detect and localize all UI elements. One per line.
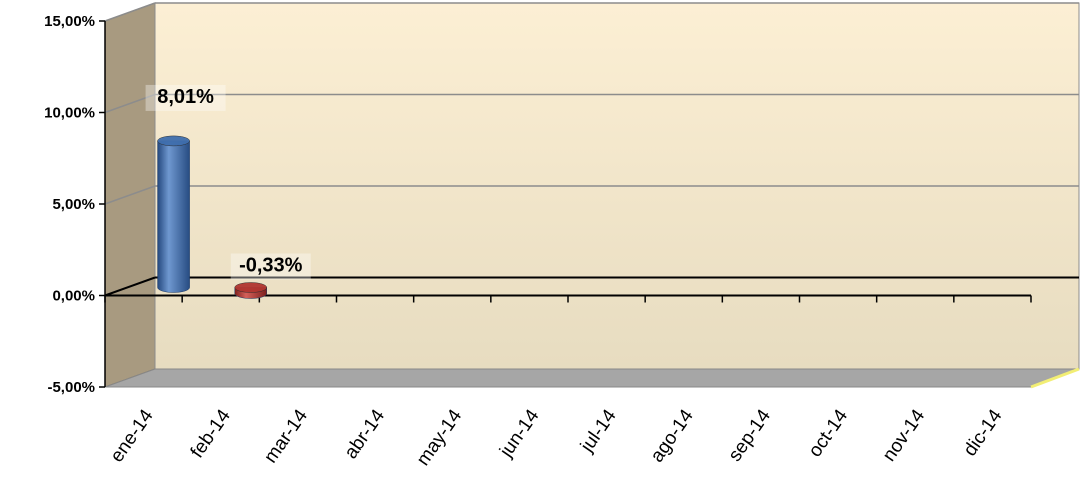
- y-tick-label: 10,00%: [44, 105, 95, 122]
- x-tick-label: nov-14: [879, 405, 930, 465]
- data-label: -0,33%: [239, 255, 303, 277]
- gridline-side: [104, 93, 156, 114]
- y-tick-label: 15,00%: [44, 13, 95, 30]
- data-labels: 8,01% -0,33%: [145, 84, 311, 280]
- chart-walls: [104, 2, 1080, 389]
- x-tick-label: dic-14: [960, 405, 1007, 460]
- y-axis-ticks: -5,00% 0,00% 5,00% 10,00% 15,00%: [44, 13, 105, 396]
- bars: [157, 135, 267, 299]
- x-tick-label: abr-14: [340, 405, 389, 462]
- bar: [234, 282, 267, 299]
- zero-line-side: [104, 276, 156, 297]
- floor-edge: [1030, 367, 1080, 389]
- gridline-side: [104, 185, 156, 205]
- bar-cap: [157, 135, 190, 147]
- y-tick-label: 0,00%: [52, 288, 95, 305]
- x-tick-label: jul-14: [576, 405, 621, 456]
- x-tick-label: ene-14: [107, 405, 158, 466]
- floor: [104, 368, 1080, 388]
- x-tick-label: jun-14: [495, 405, 543, 461]
- category-labels: ene-14 feb-14 mar-14 abr-14 may-14 jun-14 jul-…: [107, 405, 1007, 469]
- x-axis-ticks: [104, 295, 1032, 303]
- x-tick-label: mar-14: [260, 405, 312, 467]
- x-tick-label: may-14: [413, 405, 467, 469]
- x-tick-label: ago-14: [647, 405, 698, 466]
- x-tick-label: oct-14: [805, 405, 853, 461]
- data-label: 8,01%: [157, 86, 214, 108]
- y-tick-label: 5,00%: [52, 196, 95, 213]
- x-tick-label: feb-14: [187, 405, 235, 462]
- bar: [157, 135, 190, 293]
- x-tick-label: sep-14: [724, 405, 775, 465]
- bar-body: [157, 140, 190, 293]
- data-label-bg: [145, 84, 226, 111]
- bar-cap: [234, 282, 267, 293]
- gridline-side: [104, 2, 156, 22]
- data-label-bg: [230, 253, 311, 280]
- y-tick-label: -5,00%: [47, 379, 95, 396]
